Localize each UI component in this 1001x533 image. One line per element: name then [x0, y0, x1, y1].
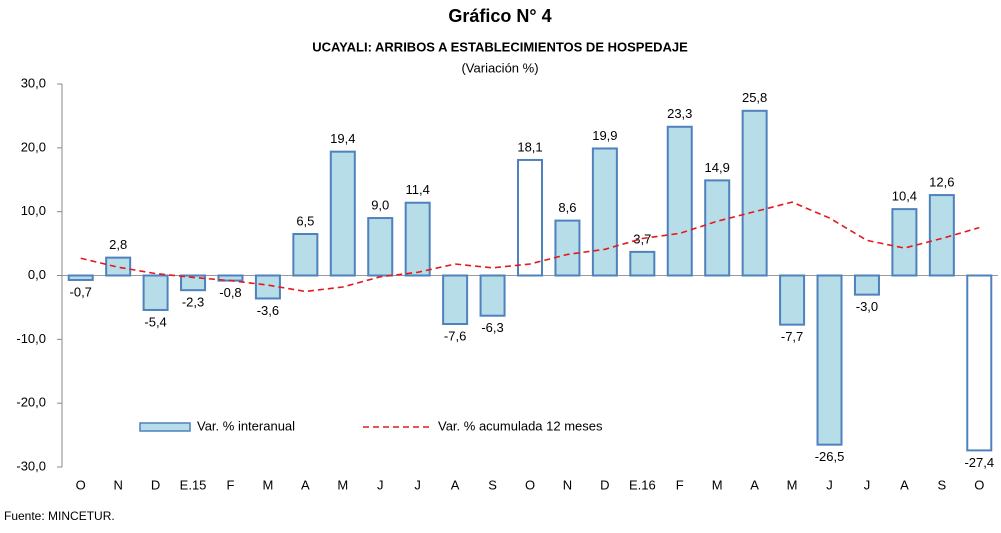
bar — [404, 201, 431, 277]
value-label: -7,6 — [444, 328, 466, 343]
value-label: 10,4 — [892, 189, 917, 204]
x-tick-label: J — [864, 477, 871, 492]
x-tick-label: N — [113, 477, 122, 492]
x-tick-label: M — [262, 477, 273, 492]
value-label: 19,4 — [330, 131, 355, 146]
bar — [666, 125, 693, 277]
bar — [254, 274, 281, 300]
bar — [704, 179, 731, 277]
value-label: -3,0 — [856, 299, 878, 314]
x-tick-label: M — [787, 477, 798, 492]
source-note: Fuente: MINCETUR. — [4, 509, 115, 523]
value-label: 25,8 — [742, 90, 767, 105]
bar — [591, 147, 618, 277]
x-tick-label: S — [938, 477, 947, 492]
bar — [741, 109, 768, 277]
x-tick-label: A — [750, 477, 759, 492]
y-tick-label: 20,0 — [21, 139, 46, 154]
y-tick-label: -30,0 — [16, 458, 46, 473]
line — [80, 201, 980, 293]
x-tick-label: A — [900, 477, 909, 492]
legend-label: Var. % acumulada 12 meses — [438, 418, 603, 433]
x-tick-label: E.16 — [629, 477, 656, 492]
y-tick-label: 30,0 — [21, 75, 46, 90]
bar — [554, 219, 581, 277]
bar — [442, 274, 469, 326]
x-tick-label: S — [488, 477, 497, 492]
y-tick-label: -20,0 — [16, 395, 46, 410]
x-tick-label: J — [826, 477, 833, 492]
value-label: 8,6 — [558, 200, 576, 215]
chart-title: Gráfico N° 4 — [448, 6, 551, 26]
value-label: -3,6 — [257, 303, 279, 318]
bar — [928, 194, 955, 277]
bar — [67, 274, 94, 281]
value-label: 6,5 — [296, 213, 314, 228]
value-label: 2,8 — [109, 237, 127, 252]
legend-label: Var. % interanual — [197, 418, 295, 433]
value-label: -6,3 — [481, 320, 503, 335]
value-label: -2,3 — [182, 295, 204, 310]
x-tick-label: N — [563, 477, 572, 492]
bar — [517, 158, 543, 277]
value-label: -7,7 — [781, 329, 803, 344]
value-label: 19,9 — [592, 128, 617, 143]
chart-subtitle: UCAYALI: ARRIBOS A ESTABLECIMIENTOS DE H… — [312, 39, 688, 54]
value-label: -0,7 — [70, 284, 92, 299]
value-label: 9,0 — [371, 197, 389, 212]
value-label: -27,4 — [964, 455, 994, 470]
x-tick-label: O — [974, 477, 984, 492]
bar — [966, 274, 993, 452]
value-label: -0,8 — [219, 285, 241, 300]
value-label: -5,4 — [144, 314, 166, 329]
y-tick-label: -10,0 — [16, 331, 46, 346]
value-label: 11,4 — [406, 182, 430, 197]
x-tick-label: M — [712, 477, 723, 492]
x-tick-label: O — [76, 477, 86, 492]
x-tick-label: A — [451, 477, 460, 492]
y-tick-label: 10,0 — [21, 203, 46, 218]
x-tick-label: D — [600, 477, 609, 492]
value-label: 14,9 — [705, 160, 730, 175]
x-tick-label: J — [377, 477, 384, 492]
bar — [292, 233, 319, 277]
x-tick-label: D — [151, 477, 160, 492]
legend-swatch — [139, 422, 191, 432]
bar — [891, 208, 918, 277]
bar — [329, 150, 356, 277]
value-label: -26,5 — [815, 449, 845, 464]
x-tick-label: J — [414, 477, 421, 492]
bar — [816, 274, 843, 446]
bar — [779, 274, 806, 326]
bar — [479, 274, 506, 317]
x-tick-label: O — [525, 477, 535, 492]
bar — [180, 274, 207, 292]
bar — [105, 256, 132, 277]
x-tick-label: F — [227, 477, 235, 492]
value-label: 12,6 — [929, 175, 954, 190]
unit-label: (Variación %) — [461, 60, 538, 75]
x-tick-label: M — [337, 477, 348, 492]
x-tick-label: F — [676, 477, 684, 492]
bar — [853, 274, 880, 296]
bar — [367, 217, 394, 277]
value-label: 23,3 — [667, 106, 692, 121]
x-tick-label: E.15 — [180, 477, 207, 492]
bar — [142, 274, 169, 311]
value-label: 18,1 — [517, 139, 542, 154]
y-tick-label: 0,0 — [28, 267, 46, 282]
bar — [629, 250, 656, 277]
x-tick-label: A — [301, 477, 310, 492]
